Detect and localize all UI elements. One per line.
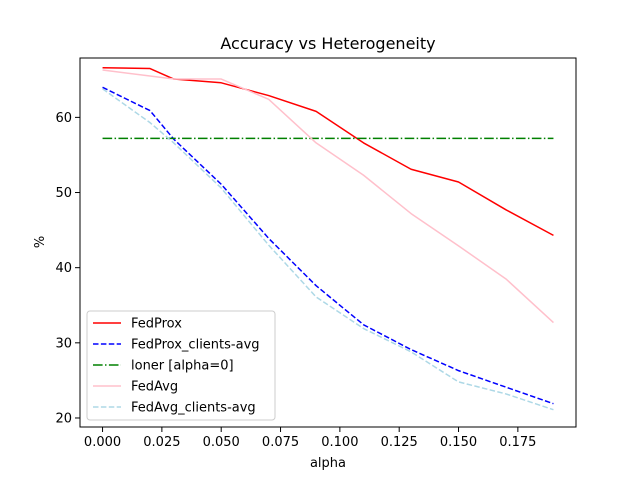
x-tick-label: 0.100 [321, 435, 358, 450]
legend-label-4: FedAvg_clients-avg [131, 401, 256, 416]
legend-label-0: FedProx [131, 317, 182, 332]
y-tick-label: 40 [55, 261, 72, 276]
y-tick-label: 60 [55, 111, 72, 126]
series-lines [102, 67, 554, 411]
series-line-0 [102, 67, 554, 237]
x-axis: 0.000 0.025 0.050 0.075 0.100 0.125 0.150 0.175 [84, 427, 536, 450]
legend-frame [86, 310, 276, 421]
plot-frame [79, 57, 577, 428]
y-tick-label: 20 [55, 411, 72, 426]
y-axis-label: % [33, 236, 48, 248]
x-tick-label: 0.000 [84, 435, 121, 450]
series-line-3 [102, 69, 554, 324]
y-axis: 20 30 40 50 60 [55, 111, 80, 426]
x-tick-label: 0.175 [499, 435, 536, 450]
legend-label-1: FedProx_clients-avg [131, 338, 260, 353]
legend-label-3: FedAvg [131, 380, 178, 395]
x-axis-label: alpha [310, 456, 346, 471]
legend-label-2: loner [alpha=0] [131, 359, 234, 374]
x-tick-label: 0.025 [143, 435, 180, 450]
x-tick-label: 0.150 [440, 435, 477, 450]
x-tick-label: 0.125 [381, 435, 418, 450]
series-line-4 [102, 88, 554, 411]
chart-title: Accuracy vs Heterogeneity [220, 34, 435, 53]
y-tick-label: 50 [55, 186, 72, 201]
x-tick-label: 0.075 [262, 435, 299, 450]
series-line-1 [102, 86, 554, 405]
y-tick-label: 30 [55, 336, 72, 351]
x-tick-label: 0.050 [203, 435, 240, 450]
